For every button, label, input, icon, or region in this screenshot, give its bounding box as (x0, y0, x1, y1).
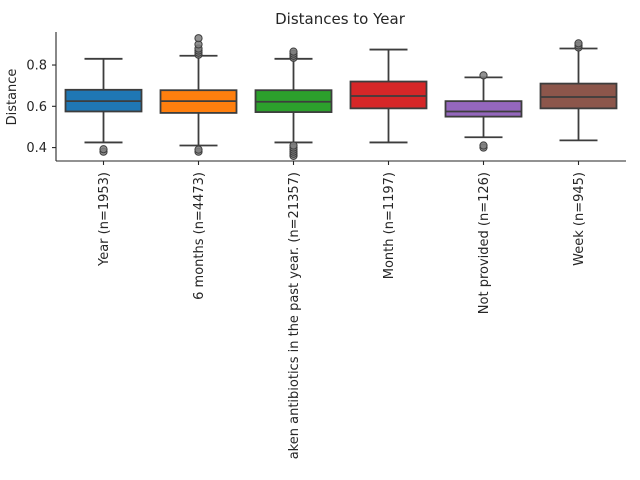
y-axis-label: Distance (5, 69, 20, 126)
x-tick-label: Month (n=1197) (382, 172, 397, 279)
x-tick-label: 6 months (n=4473) (192, 172, 207, 300)
box-group (539, 39, 618, 142)
chart-title: Distances to Year (275, 10, 406, 28)
box-group (444, 71, 523, 152)
box-group (64, 57, 143, 156)
x-tick-label: aken antibiotics in the past year. (n=21… (287, 172, 302, 459)
y-tick-label: 0.4 (26, 141, 47, 156)
y-tick-label: 0.6 (26, 100, 47, 115)
outlier-point (479, 141, 488, 150)
box-body (349, 80, 428, 110)
boxes (64, 34, 618, 160)
outlier-point (194, 145, 203, 154)
outlier-point (289, 141, 298, 150)
box-body (444, 100, 523, 118)
x-ticks: Year (n=1953) 6 months (n=4473) aken antib… (97, 161, 587, 459)
box-group (254, 47, 333, 160)
box-group (349, 48, 428, 144)
outlier-point (99, 145, 108, 154)
y-ticks: 0.4 0.6 0.8 (26, 59, 56, 156)
x-tick-label: Not provided (n=126) (477, 172, 492, 314)
y-tick-label: 0.8 (26, 59, 47, 74)
box-group (159, 34, 238, 156)
outlier-point (574, 39, 583, 48)
outlier-point (479, 71, 488, 80)
x-tick-label: Week (n=945) (572, 172, 587, 266)
x-tick-label: Year (n=1953) (97, 172, 112, 267)
outlier-point (194, 34, 203, 43)
box-body (539, 82, 618, 110)
outlier-point (289, 47, 298, 56)
